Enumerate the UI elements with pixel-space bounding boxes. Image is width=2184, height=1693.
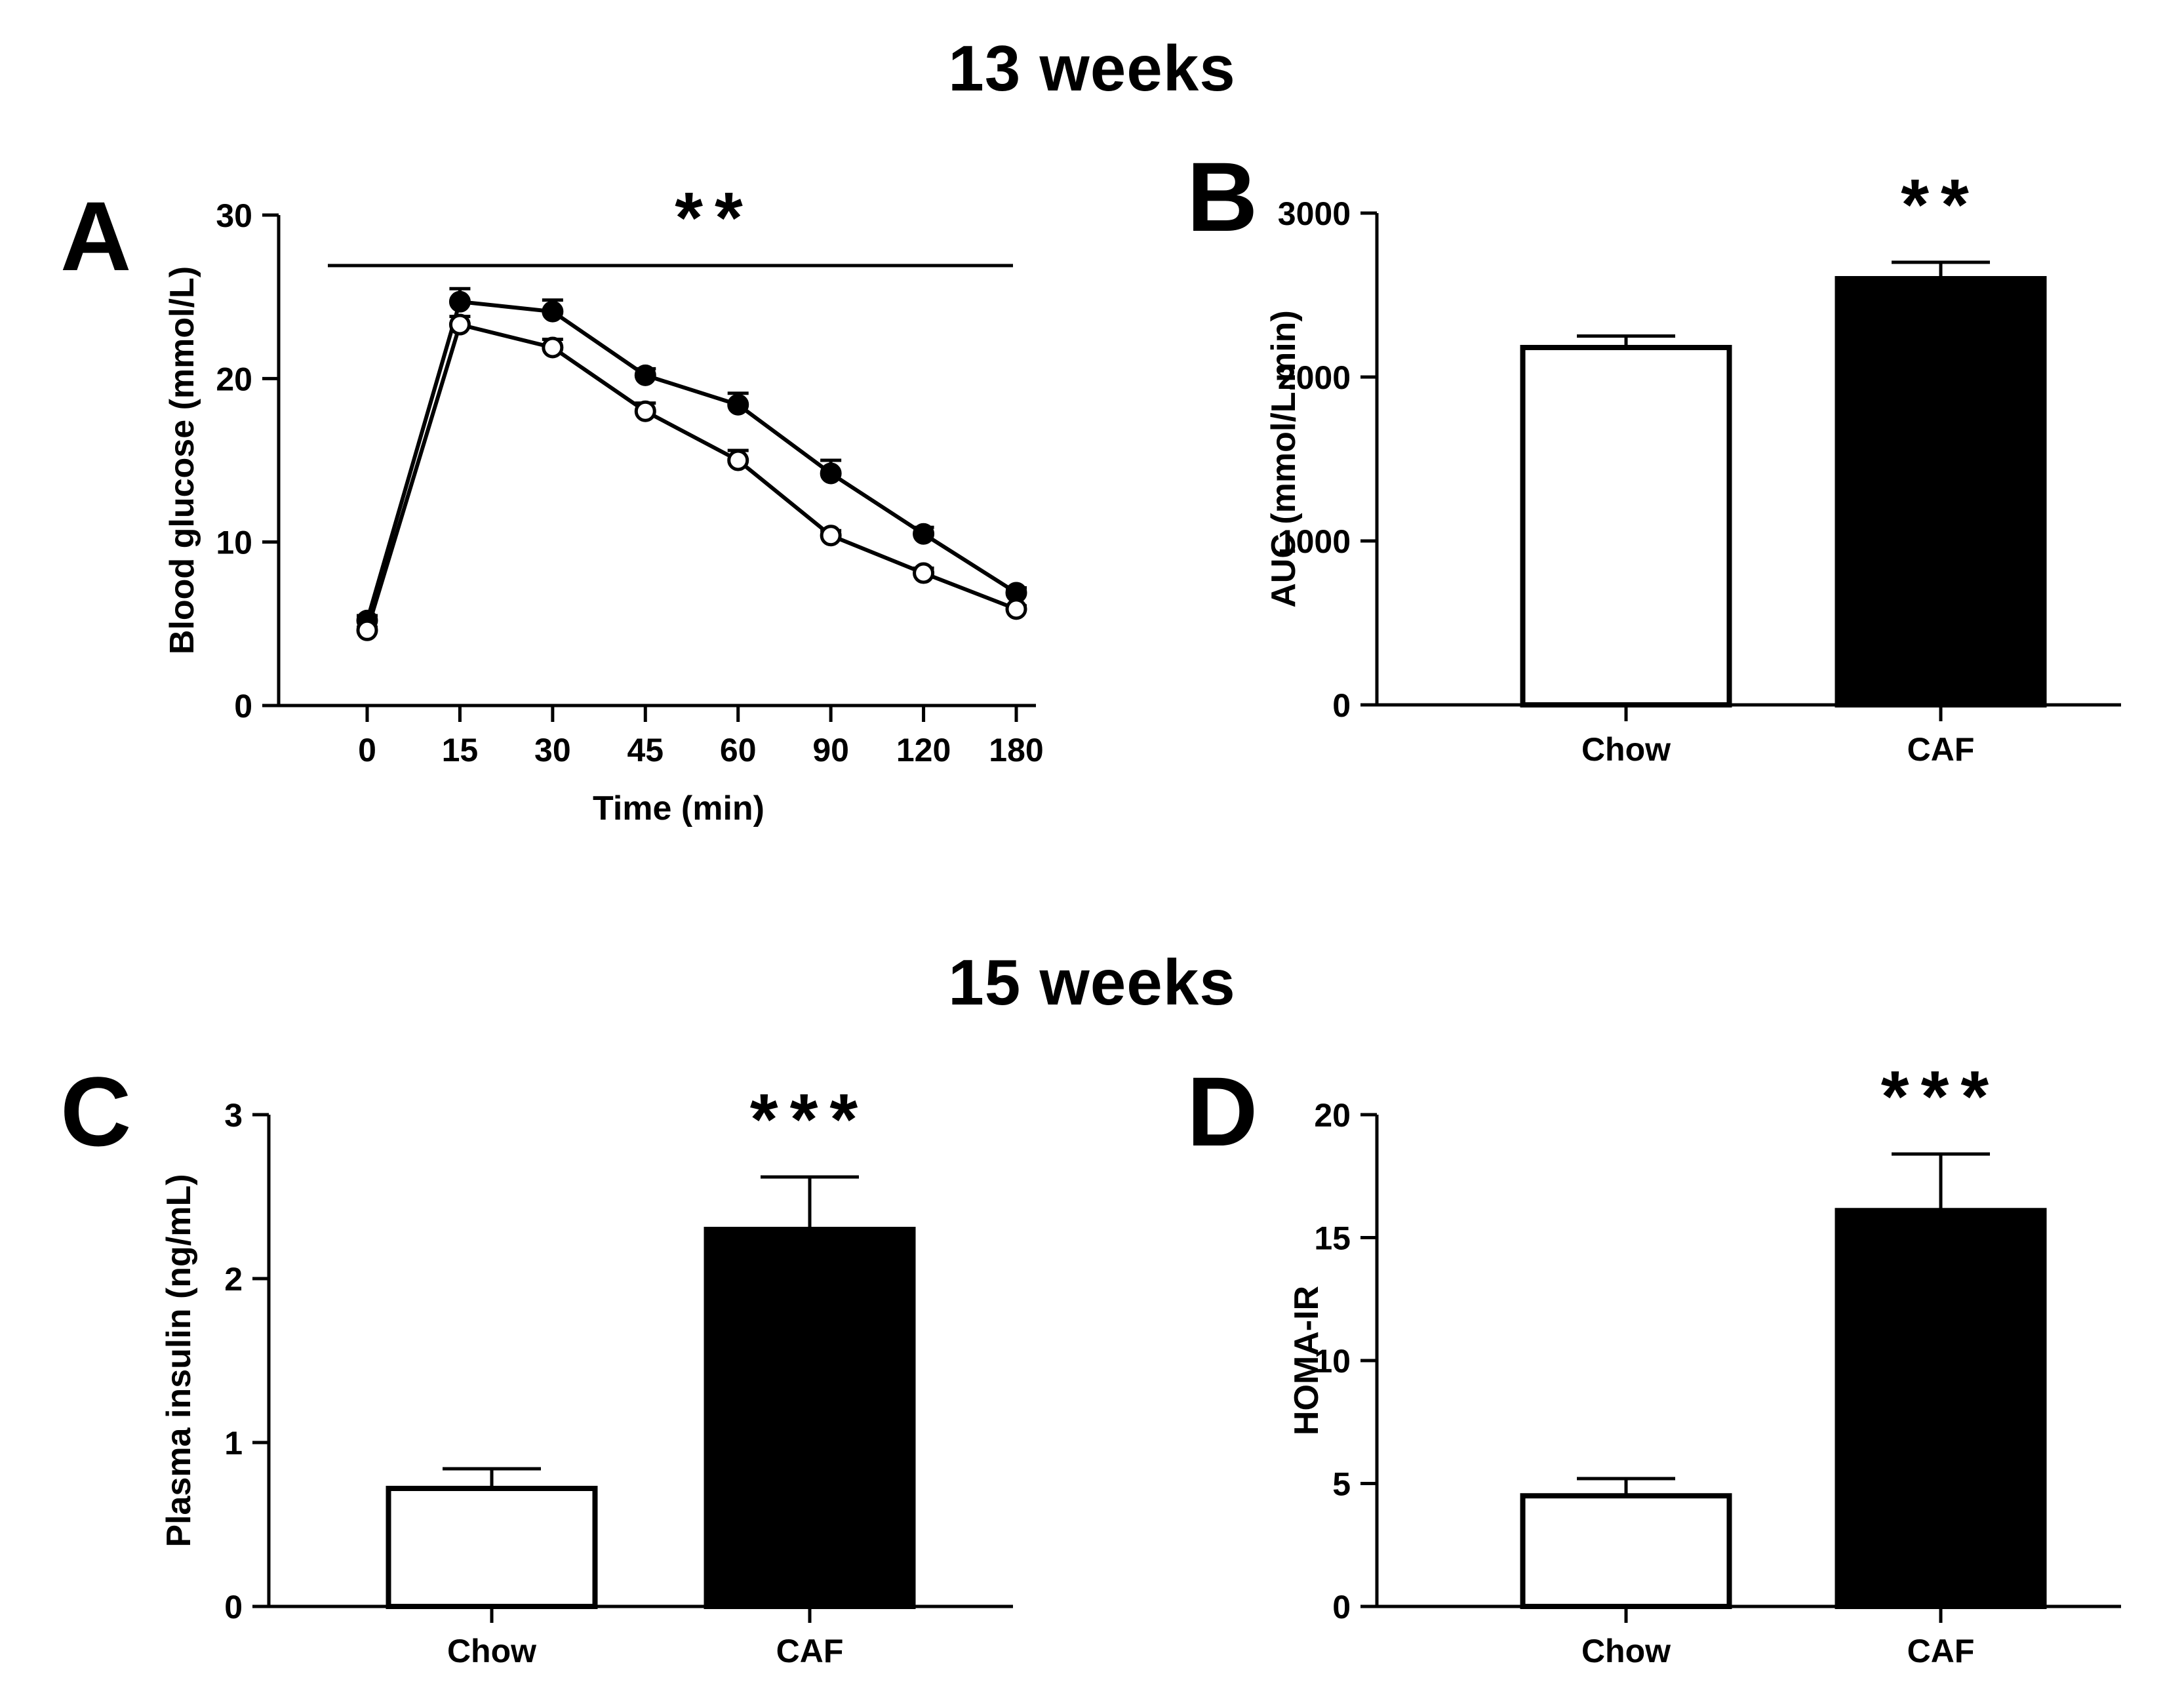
- y-tick-label: 0: [234, 688, 252, 725]
- data-point-chow: [634, 400, 656, 422]
- y-tick-label: 3000: [1278, 195, 1351, 232]
- data-point-chow: [820, 525, 842, 547]
- y-tick-label: 20: [216, 361, 252, 397]
- x-tick-label: 30: [534, 732, 571, 768]
- x-tick-label: CAF: [1907, 731, 1975, 768]
- data-point-caf: [448, 290, 471, 313]
- y-tick-label: 30: [216, 197, 252, 234]
- y-tick-label: 20: [1314, 1097, 1351, 1134]
- y-tick-label: 2000: [1278, 359, 1351, 396]
- x-tick-label: 0: [358, 732, 376, 768]
- x-tick-label: Chow: [447, 1633, 536, 1669]
- x-tick-label: 120: [896, 732, 951, 768]
- y-tick-label: 3: [224, 1097, 243, 1134]
- y-tick-label: 5: [1332, 1466, 1351, 1503]
- data-point-chow: [1005, 598, 1027, 620]
- panel-letter-d: D: [1187, 1056, 1258, 1166]
- y-tick-label: 10: [1314, 1343, 1351, 1380]
- x-tick-label: 45: [627, 732, 664, 768]
- data-point-chow: [448, 313, 471, 336]
- significance-marker: ***: [1881, 1056, 2000, 1137]
- data-point-caf: [913, 523, 935, 545]
- significance-marker: **: [1901, 165, 1981, 245]
- y-axis-label: Blood glucose (mmol/L): [163, 266, 201, 654]
- x-tick-label: CAF: [776, 1633, 844, 1669]
- section-title-15-weeks: 15 weeks: [948, 946, 1236, 1018]
- significance-marker: **: [675, 178, 755, 258]
- y-tick-label: 0: [1332, 1589, 1351, 1625]
- y-tick-label: 2: [224, 1261, 243, 1298]
- data-point-chow: [727, 449, 749, 471]
- series-line-caf: [365, 299, 1018, 622]
- x-tick-label: Chow: [1581, 1633, 1671, 1669]
- y-tick-label: 0: [224, 1589, 243, 1625]
- data-point-caf: [542, 300, 564, 323]
- y-axis-label: AUC (mmol/L.min): [1265, 310, 1303, 608]
- x-tick-label: CAF: [1907, 1633, 1975, 1669]
- bar-chow: [386, 1486, 598, 1609]
- bar-chow: [1520, 1493, 1732, 1609]
- y-axis-label: HOMA-IR: [1288, 1286, 1326, 1435]
- data-point-chow: [542, 336, 564, 359]
- data-point-caf: [727, 393, 749, 416]
- panel-letter-c: C: [60, 1056, 132, 1166]
- y-axis-label: Plasma insulin (ng/mL): [160, 1174, 198, 1547]
- y-tick-label: 1: [224, 1425, 243, 1462]
- data-point-caf: [634, 364, 656, 386]
- data-point-chow: [913, 562, 935, 584]
- data-point-chow: [356, 619, 378, 641]
- data-point-caf: [820, 462, 842, 485]
- x-tick-label: 15: [442, 732, 479, 768]
- bar-caf: [1835, 276, 2047, 707]
- x-tick-label: Chow: [1581, 731, 1671, 768]
- y-tick-label: 10: [216, 525, 252, 561]
- bar-caf: [704, 1227, 916, 1609]
- panel-letter-a: A: [60, 181, 132, 291]
- section-title-13-weeks: 13 weeks: [948, 32, 1236, 104]
- panel-letter-b: B: [1187, 142, 1258, 252]
- significance-marker: ***: [750, 1079, 869, 1160]
- y-tick-label: 15: [1314, 1220, 1351, 1257]
- x-tick-label: 90: [812, 732, 849, 768]
- x-tick-label: 60: [720, 732, 757, 768]
- series-line-chow: [365, 322, 1018, 631]
- x-axis-label: Time (min): [593, 789, 764, 827]
- x-tick-label: 180: [989, 732, 1043, 768]
- y-tick-label: 0: [1332, 687, 1351, 724]
- y-tick-label: 1000: [1278, 523, 1351, 560]
- bar-caf: [1835, 1208, 2047, 1609]
